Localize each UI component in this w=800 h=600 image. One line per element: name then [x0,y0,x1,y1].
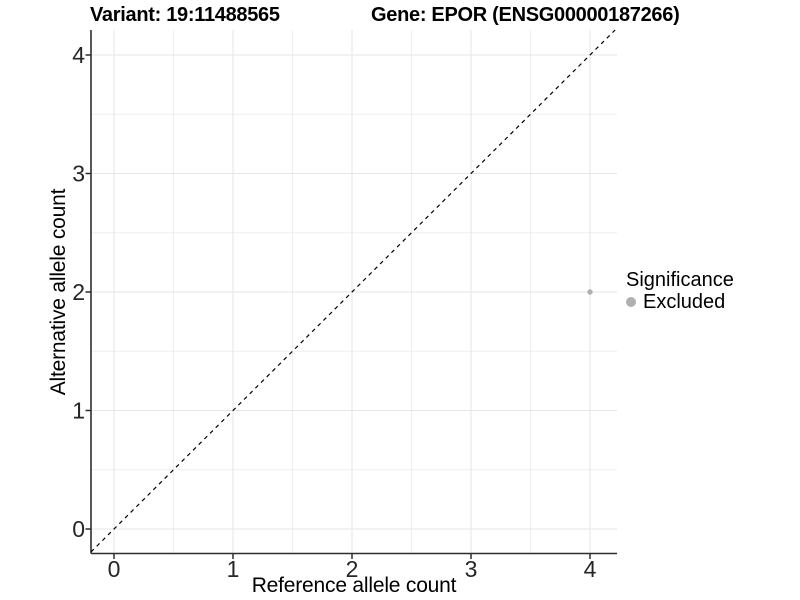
x-tick-label: 3 [465,556,478,582]
legend-title: Significance [626,269,734,291]
title-variant: Variant: 19:11488565 [90,4,280,26]
y-tick-label: 1 [72,398,85,424]
data-point [587,289,593,295]
y-tick-label: 4 [72,42,85,68]
title-gene: Gene: EPOR (ENSG00000187266) [371,4,680,26]
y-axis-title: Alternative allele count [47,188,70,396]
legend: Significance Excluded [626,270,734,312]
x-tick-label: 0 [108,556,121,582]
y-tick-label: 0 [72,516,85,542]
x-axis-title: Reference allele count [251,574,457,597]
x-tick-label: 4 [584,556,597,582]
y-tick-label: 2 [72,279,85,305]
x-tick-label: 2 [346,556,359,582]
legend-item-label: Excluded [643,291,726,313]
legend-item-excluded: Excluded [626,292,734,312]
y-tick-label: 3 [72,161,85,187]
identity-reference-line [90,29,616,553]
x-tick-label: 1 [227,556,240,582]
legend-key-dot [626,297,636,307]
